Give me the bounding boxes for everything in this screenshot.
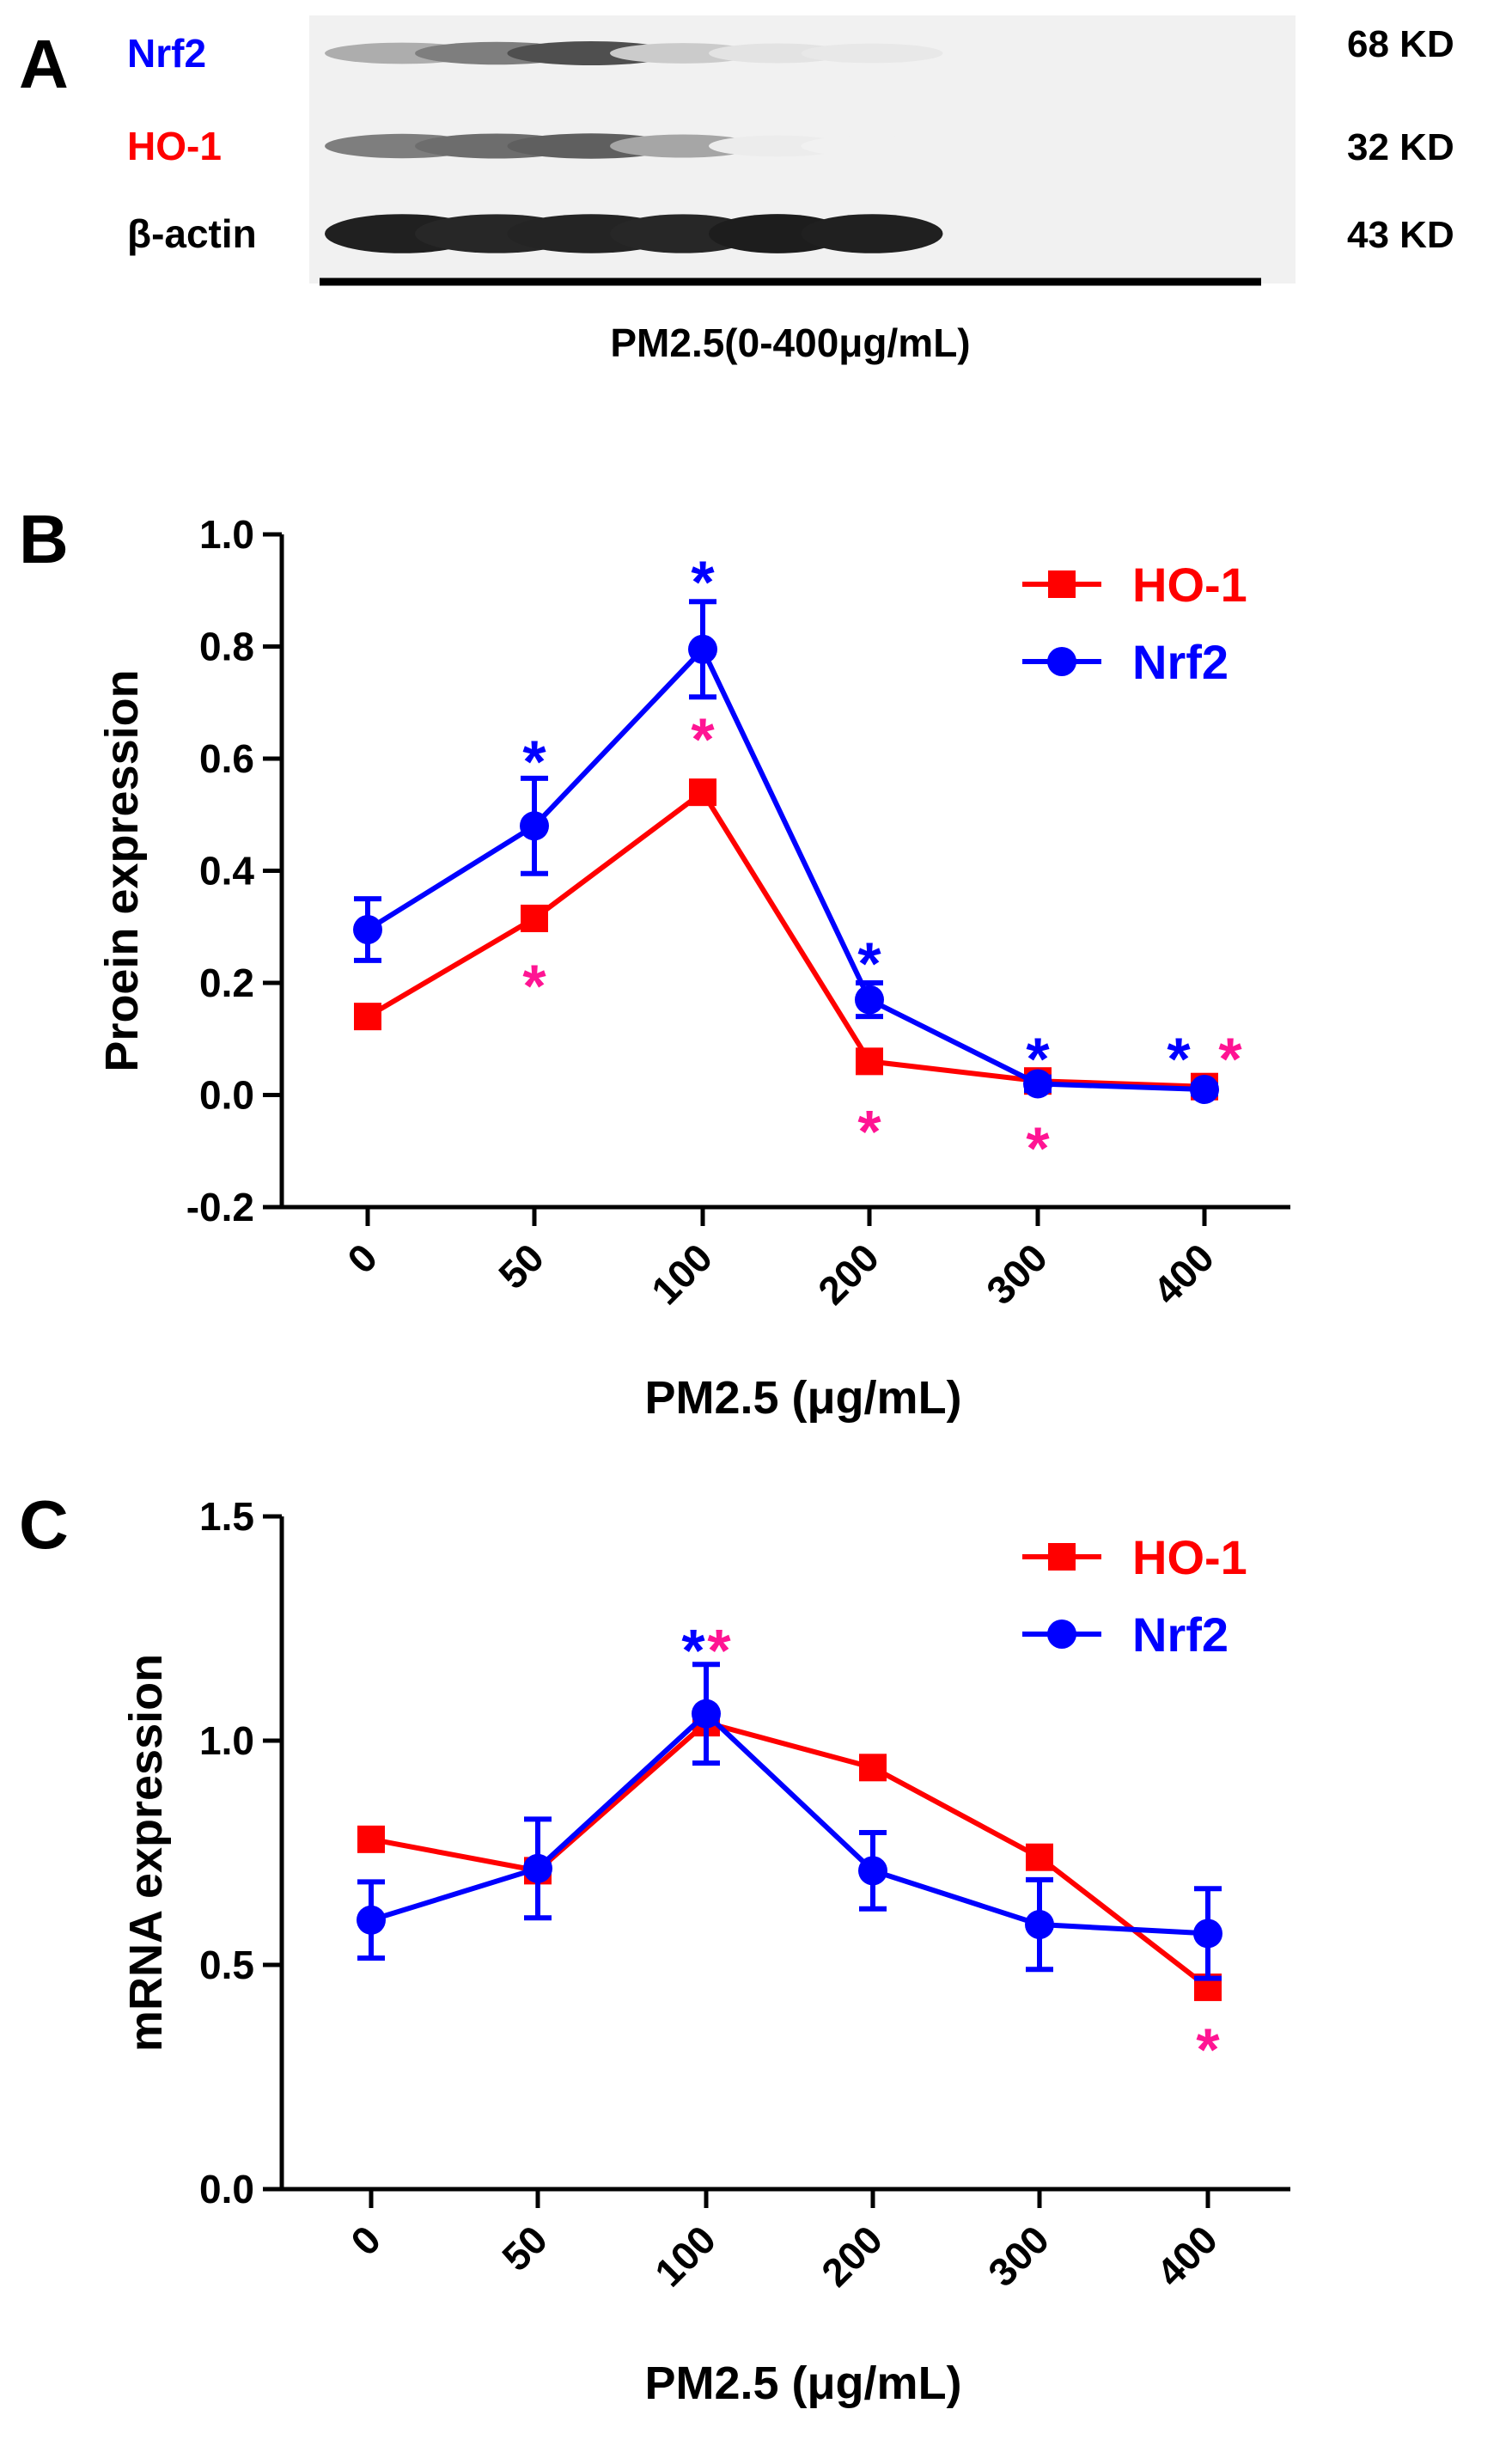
y-tick-label: 1.0 (199, 512, 254, 557)
data-point-nrf2 (692, 1699, 721, 1729)
significance-star: * (1196, 2016, 1220, 2083)
y-tick-label: 1.5 (199, 1494, 254, 1539)
significance-star: * (1026, 1025, 1050, 1092)
legend-marker-ho1 (1048, 570, 1076, 598)
band-2-lane-4 (610, 134, 756, 158)
legend-marker-nrf2 (1047, 1620, 1076, 1649)
data-point-ho1 (859, 1754, 887, 1782)
y-tick-label: 0.2 (199, 961, 254, 1005)
band-2-lane-6 (801, 135, 943, 157)
x-tick-label: 200 (809, 1235, 887, 1313)
legend-marker-nrf2 (1047, 647, 1076, 676)
y-tick-label: 0.0 (199, 1073, 254, 1118)
data-point-nrf2 (523, 1853, 552, 1883)
series-line-ho1 (370, 1719, 1210, 1990)
panel-c-mrna-chart: C 0.0 0.5 1.0 1.5 0 50 100 200 300 400 PM2.5 (μg/m… (19, 1486, 1290, 2409)
panel-a-western-blot: A Nrf2 68 KD HO-1 32 KD β-actin 43 KD PM2.5(0… (19, 15, 1454, 365)
significance-star: * (691, 549, 715, 616)
significance-star: * (1026, 1115, 1050, 1182)
legend-marker-ho1 (1048, 1543, 1076, 1571)
band-size-3: 43 KD (1347, 214, 1454, 256)
y-tick-label: 0.6 (199, 736, 254, 781)
data-point-nrf2 (1023, 1069, 1052, 1099)
y-tick-label: -0.2 (186, 1185, 254, 1229)
significance-star: * (522, 728, 546, 795)
band-1-lane-6 (801, 43, 943, 64)
panel-b-letter: B (19, 501, 69, 577)
significance-star: * (522, 952, 546, 1019)
panel-c-letter: C (19, 1486, 69, 1563)
significance-star: * (857, 930, 881, 997)
x-axis-label: PM2.5 (μg/mL) (644, 1372, 961, 1424)
significance-star: * (1167, 1025, 1191, 1092)
band-label-1: Nrf2 (127, 31, 206, 76)
x-tick-label: 400 (1144, 1235, 1222, 1313)
significance-star: * (857, 1098, 881, 1165)
series-line-nrf2 (366, 644, 1205, 1092)
data-point-nrf2 (855, 985, 884, 1015)
data-point-ho1 (354, 1003, 381, 1031)
x-tick-label: 200 (813, 2217, 891, 2295)
data-point-ho1 (1026, 1843, 1053, 1871)
series-line-nrf2 (370, 1710, 1209, 1937)
series-line-ho1 (366, 788, 1205, 1089)
band-label-3: β-actin (127, 211, 257, 256)
x-tick-label: 100 (643, 1235, 721, 1313)
panel-a-letter: A (19, 26, 69, 102)
data-point-nrf2 (688, 634, 717, 664)
significance-star: * (681, 1617, 705, 1684)
data-point-nrf2 (1193, 1918, 1222, 1949)
x-axis-label: PM2.5 (μg/mL) (644, 2358, 961, 2409)
x-tick-label: 400 (1148, 2217, 1226, 2295)
treatment-label: PM2.5(0-400μg/mL) (610, 320, 970, 365)
y-tick-label: 0.0 (199, 2167, 254, 2211)
significance-star: * (691, 705, 715, 772)
data-point-ho1 (856, 1047, 883, 1076)
data-point-nrf2 (353, 915, 382, 945)
x-tick-label: 0 (338, 1235, 386, 1282)
panel-b-protein-chart: B -0.2 0.0 0.2 0.4 0.6 0.8 1.0 0 50 100 200 300 400 P… (19, 501, 1290, 1424)
data-point-ho1 (357, 1825, 385, 1853)
data-point-nrf2 (520, 811, 549, 841)
y-tick-label: 0.8 (199, 625, 254, 669)
y-tick-label: 0.5 (199, 1943, 254, 1987)
x-tick-label: 0 (342, 2217, 389, 2264)
legend-label: Nrf2 (1132, 635, 1228, 689)
legend-label: HO-1 (1132, 1530, 1247, 1584)
data-point-nrf2 (858, 1856, 887, 1886)
legend-label: HO-1 (1132, 558, 1247, 612)
significance-star: * (707, 1617, 731, 1684)
data-point-nrf2 (1190, 1074, 1219, 1104)
band-size-2: 32 KD (1347, 126, 1454, 168)
data-point-nrf2 (1025, 1910, 1054, 1940)
band-3-lane-6 (801, 214, 943, 253)
x-tick-label: 100 (646, 2217, 724, 2295)
band-size-1: 68 KD (1347, 23, 1454, 65)
data-point-ho1 (689, 778, 716, 807)
band-label-2: HO-1 (127, 124, 222, 168)
x-tick-label: 300 (979, 2217, 1058, 2295)
x-tick-label: 50 (490, 1235, 552, 1297)
y-tick-label: 0.4 (199, 849, 254, 894)
y-axis-label: mRNA expression (120, 1654, 172, 2052)
significance-star: * (1218, 1025, 1242, 1092)
data-point-ho1 (521, 904, 548, 932)
x-tick-label: 50 (493, 2217, 556, 2279)
legend-label: Nrf2 (1132, 1607, 1228, 1662)
x-tick-label: 300 (978, 1235, 1056, 1313)
data-point-nrf2 (357, 1905, 386, 1935)
y-axis-label: Proein expression (96, 669, 148, 1071)
y-tick-label: 1.0 (199, 1718, 254, 1763)
